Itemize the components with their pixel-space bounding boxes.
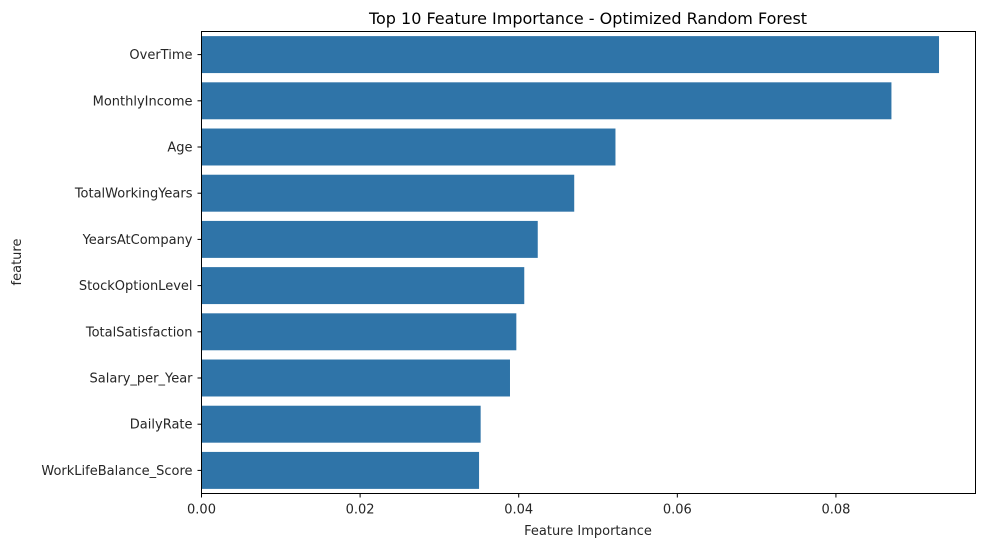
bar-TotalSatisfaction	[201, 313, 517, 351]
bar-DailyRate	[201, 405, 481, 443]
x-tick-label: 0.06	[663, 503, 692, 518]
bar-Age	[201, 128, 616, 166]
plot-frame	[201, 31, 976, 494]
y-tick-label: DailyRate	[130, 418, 193, 433]
y-axis-label: feature	[10, 239, 25, 286]
y-tick-label: TotalWorkingYears	[74, 187, 193, 202]
x-tick-label: 0.00	[187, 503, 216, 518]
x-tick-label: 0.08	[821, 503, 850, 518]
bar-TotalWorkingYears	[201, 174, 575, 212]
x-tick-label: 0.04	[504, 503, 533, 518]
x-axis-label: Feature Importance	[524, 524, 652, 539]
x-tick-label: 0.02	[346, 503, 375, 518]
bar-MonthlyIncome	[201, 82, 892, 120]
bar-WorkLifeBalance_Score	[201, 451, 480, 489]
x-axis-ticks: 0.00 0.02 0.04 0.06 0.08	[187, 493, 850, 518]
y-tick-label: OverTime	[129, 48, 192, 63]
bars-group	[201, 36, 940, 489]
y-tick-label: MonthlyIncome	[93, 94, 193, 109]
y-tick-label: Age	[167, 141, 192, 156]
y-tick-label: WorkLifeBalance_Score	[41, 464, 192, 479]
y-tick-label: TotalSatisfaction	[85, 325, 193, 340]
y-tick-label: YearsAtCompany	[82, 233, 193, 248]
bar-StockOptionLevel	[201, 267, 525, 305]
y-tick-label: StockOptionLevel	[79, 279, 193, 294]
y-tick-label: Salary_per_Year	[90, 372, 194, 387]
bar-Salary_per_Year	[201, 359, 510, 397]
y-axis-ticks: OverTime MonthlyIncome Age TotalWorkingYear…	[41, 48, 202, 479]
chart-title: Top 10 Feature Importance - Optimized Ra…	[368, 9, 807, 28]
bar-OverTime	[201, 36, 940, 74]
bar-YearsAtCompany	[201, 220, 538, 258]
